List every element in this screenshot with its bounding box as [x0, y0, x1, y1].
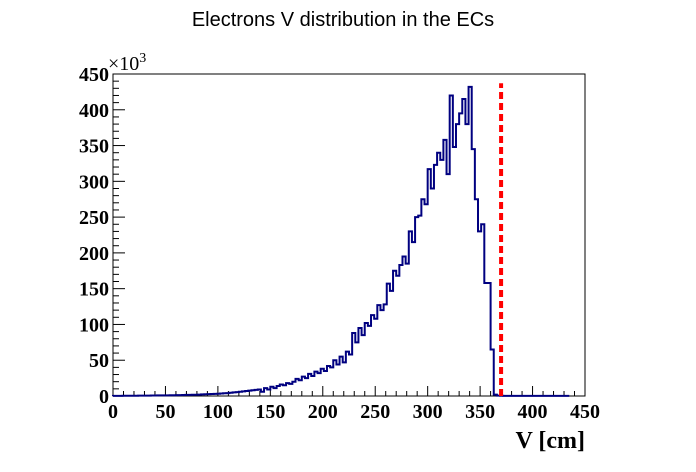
y-tick-label: 300	[79, 171, 109, 193]
x-tick-label: 350	[465, 401, 495, 423]
x-tick-label: 250	[360, 401, 390, 423]
x-tick-label: 400	[518, 401, 548, 423]
x-tick-label: 300	[413, 401, 443, 423]
y-multiplier: ×103	[108, 51, 146, 75]
y-tick-label: 150	[79, 279, 109, 301]
y-tick-label: 400	[79, 100, 109, 122]
y-tick-label: 100	[79, 314, 109, 336]
x-tick-label: 0	[108, 401, 118, 423]
x-tick-label: 450	[570, 401, 600, 423]
y-axis: 0 50 100 150 200 250 300 350 400 450	[79, 64, 125, 408]
x-tick-label: 150	[255, 401, 285, 423]
y-tick-label: 450	[79, 64, 109, 86]
x-tick-label: 100	[203, 401, 233, 423]
y-tick-label: 200	[79, 243, 109, 265]
x-axis-title: V [cm]	[515, 428, 585, 454]
chart-title: Electrons V distribution in the ECs	[192, 9, 494, 31]
x-tick-label: 200	[308, 401, 338, 423]
plot-frame	[112, 73, 586, 397]
y-tick-label: 350	[79, 136, 109, 158]
y-tick-label: 250	[79, 207, 109, 229]
x-axis: 0 50 100 150 200 250 300 350 400 450	[108, 386, 600, 423]
x-tick-label: 50	[155, 401, 175, 423]
y-tick-label: 0	[99, 386, 109, 408]
y-tick-label: 50	[89, 350, 109, 372]
histogram-series	[112, 85, 570, 397]
